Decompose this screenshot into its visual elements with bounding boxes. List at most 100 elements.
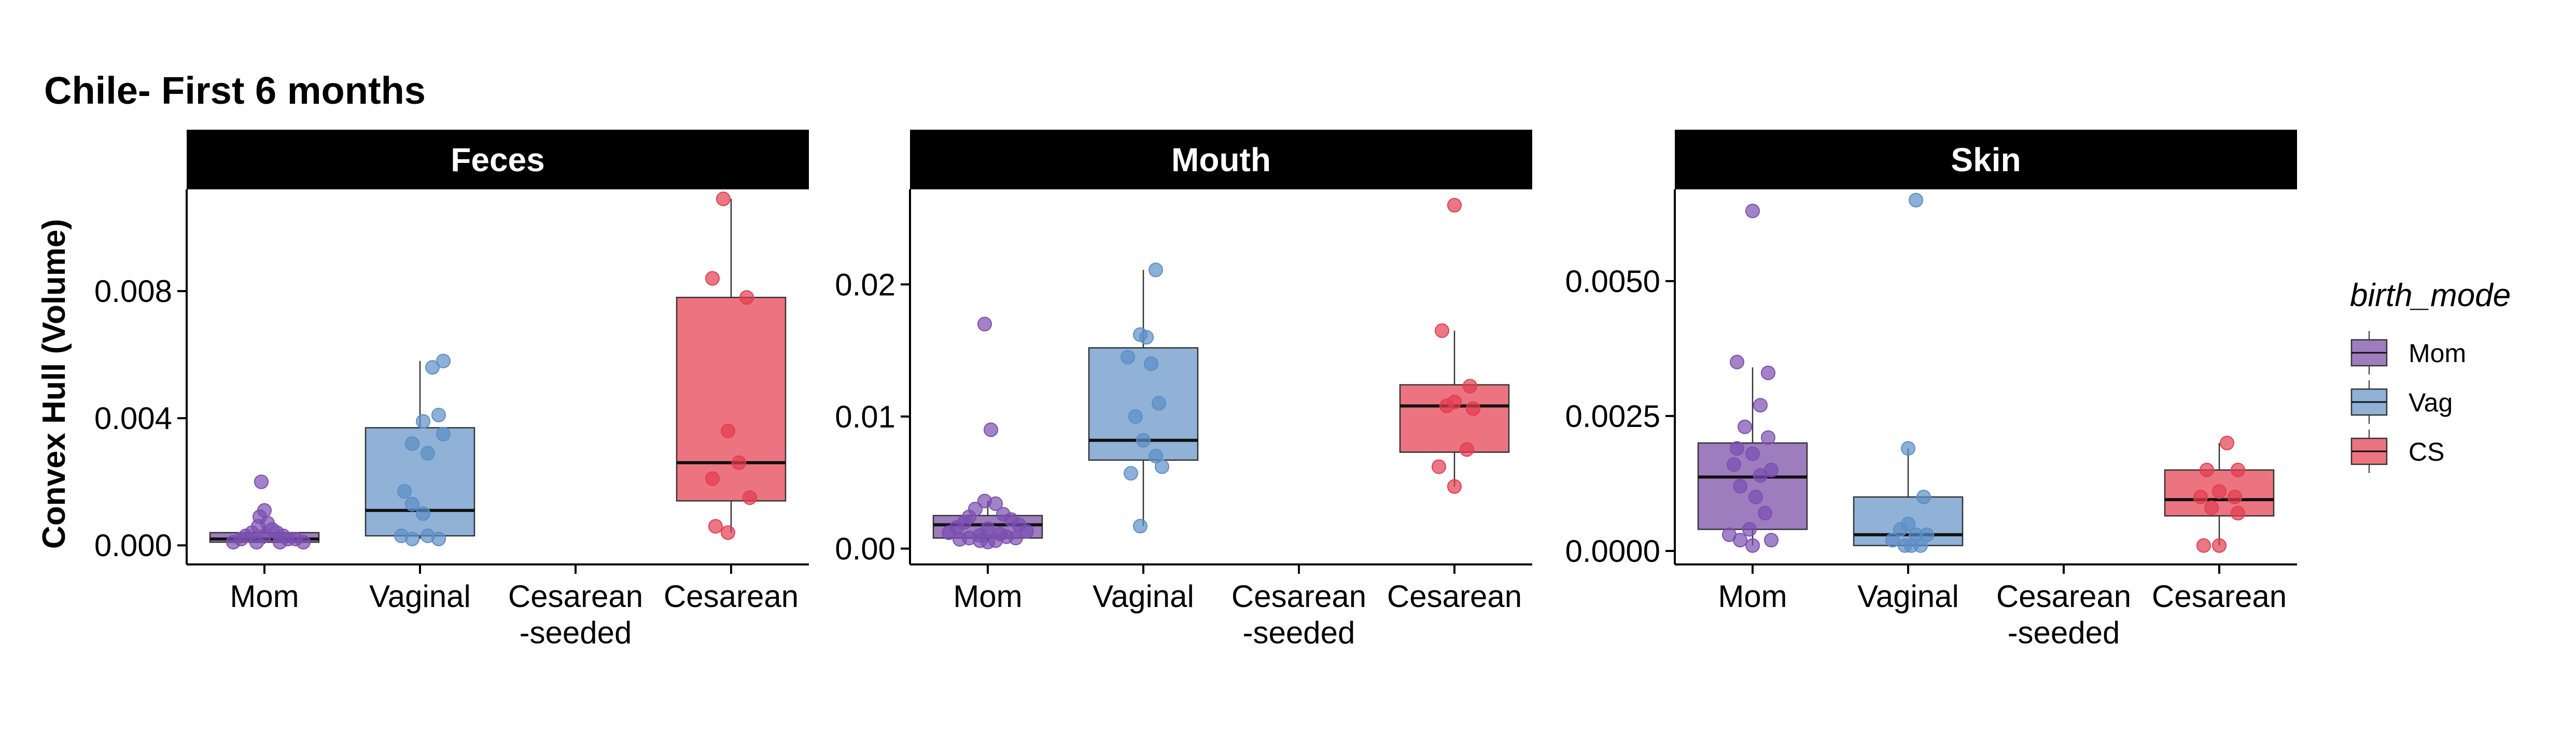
box-vag <box>1853 192 1964 553</box>
data-point <box>1730 354 1744 369</box>
data-point <box>1745 446 1760 461</box>
box-cs <box>2164 435 2275 553</box>
data-point <box>416 506 430 521</box>
data-point <box>705 271 720 286</box>
box-vag <box>1088 263 1199 534</box>
data-point <box>1139 330 1154 345</box>
box-mom <box>932 316 1043 549</box>
y-tick-label: 0.0000 <box>1565 534 1660 569</box>
data-point <box>1019 524 1034 539</box>
data-point <box>2200 462 2214 477</box>
y-tick-label: 0.0025 <box>1565 399 1660 434</box>
data-point <box>1155 459 1169 474</box>
data-point <box>1753 468 1768 483</box>
data-point <box>1898 538 1912 553</box>
data-point <box>732 455 746 470</box>
data-point <box>708 519 723 534</box>
data-point <box>405 531 419 546</box>
data-point <box>1149 263 1163 278</box>
data-point <box>1745 538 1760 553</box>
data-point <box>705 471 720 486</box>
data-point <box>431 408 446 423</box>
y-tick-label: 0.004 <box>94 401 172 436</box>
data-point <box>1733 479 1747 494</box>
data-point <box>984 422 998 437</box>
data-point <box>1124 466 1138 481</box>
data-point <box>721 525 735 540</box>
data-point <box>1447 479 1462 494</box>
strip-label: Skin <box>1951 141 2021 178</box>
box-cs <box>676 191 787 540</box>
box-iqr <box>1399 384 1510 453</box>
data-point <box>1136 433 1151 448</box>
data-point <box>1913 538 1928 553</box>
data-point <box>2212 538 2227 553</box>
data-point <box>716 191 731 206</box>
data-point <box>397 484 412 499</box>
data-point <box>416 414 430 429</box>
data-point <box>942 525 956 540</box>
box-mom <box>209 474 320 550</box>
data-point <box>2220 435 2234 450</box>
data-point <box>1885 533 1900 548</box>
legend-label: Mom <box>2409 339 2466 368</box>
data-point <box>1753 398 1768 413</box>
data-point <box>436 353 451 368</box>
data-point <box>405 436 419 451</box>
data-point <box>1758 506 1772 521</box>
data-point <box>257 528 272 543</box>
x-tick-label: Mom <box>230 579 299 614</box>
data-point <box>2196 538 2211 553</box>
data-point <box>739 290 754 305</box>
y-tick-label: 0.0050 <box>1565 264 1660 299</box>
data-point <box>436 426 451 441</box>
data-point <box>421 528 435 543</box>
data-point <box>1435 323 1449 338</box>
y-tick-label: 0.000 <box>94 528 172 563</box>
panels: Feces 0.000 0.004 0.008 Mom Vaginal Cesarean -s… <box>94 130 2297 650</box>
box-cs <box>1399 198 1510 494</box>
x-tick-label: Cesarean -seeded <box>508 579 643 650</box>
data-point <box>2231 506 2245 521</box>
data-point <box>1439 398 1454 413</box>
data-point <box>988 496 1003 511</box>
box-mom <box>1697 203 1808 553</box>
legend-item-mom: Mom <box>2350 331 2466 375</box>
data-point <box>1009 531 1023 546</box>
panel-feces: Feces 0.000 0.004 0.008 Mom Vaginal Cesarean -s… <box>94 130 809 650</box>
strip-mouth <box>910 130 1532 189</box>
data-point <box>1447 198 1462 213</box>
y-tick-label: 0.00 <box>835 531 895 566</box>
data-point <box>1152 396 1166 411</box>
data-point <box>721 423 735 438</box>
x-tick-label: Mom <box>953 579 1022 614</box>
box-vag <box>365 353 475 546</box>
legend-title: birth_mode <box>2350 278 2511 313</box>
data-point <box>1128 409 1143 424</box>
strip-label: Feces <box>451 141 544 178</box>
data-point <box>1149 449 1163 464</box>
data-point <box>1748 489 1763 504</box>
data-point <box>2231 462 2245 477</box>
data-point <box>1745 203 1760 218</box>
data-point <box>296 535 311 550</box>
x-tick-label: Vaginal <box>1093 579 1194 614</box>
strip-skin <box>1675 130 2297 189</box>
data-point <box>977 316 992 332</box>
data-point <box>1733 533 1747 548</box>
data-point <box>1764 533 1779 548</box>
data-point <box>1460 442 1474 457</box>
data-point <box>981 534 995 549</box>
data-point <box>1742 522 1757 537</box>
x-tick-label: Cesarean <box>2152 579 2287 614</box>
data-point <box>2212 484 2227 499</box>
data-point <box>1133 519 1147 534</box>
y-tick-label: 0.01 <box>835 399 895 434</box>
data-point <box>405 496 419 512</box>
data-point <box>1730 441 1744 456</box>
strip-label: Mouth <box>1171 141 1271 178</box>
data-point <box>425 360 440 375</box>
chart-title: Chile- First 6 months <box>44 69 426 112</box>
data-point <box>1761 430 1775 445</box>
